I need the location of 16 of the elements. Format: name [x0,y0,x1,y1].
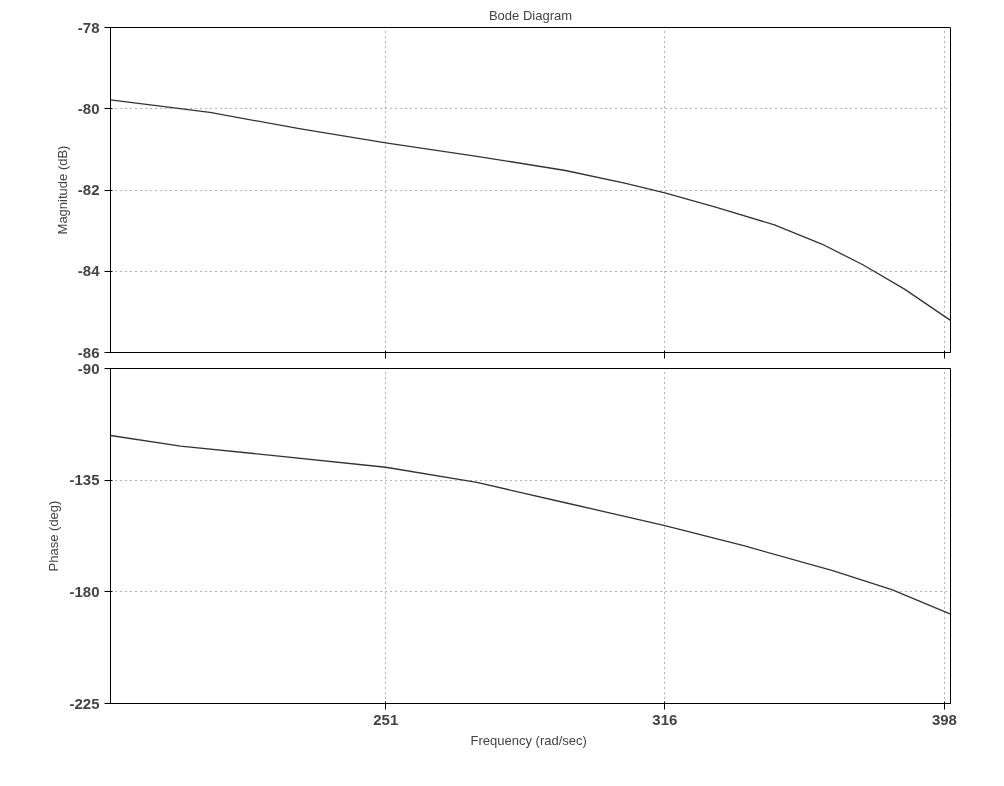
x-tick-label: 316 [652,710,678,728]
y-tick-label: -135 [69,471,100,489]
x-axis-title: Frequency (rad/sec) [470,732,587,748]
y-tick-label: -86 [77,343,100,361]
x-tick-label: 251 [373,710,399,728]
chart-title: Bode Diagram [488,7,573,23]
y-tick-label: -82 [77,181,100,198]
y-tick-label: -180 [69,582,100,600]
y-tick-label: -78 [77,18,100,36]
y-axis-title: Phase (deg) [46,500,62,572]
x-tick-label: 398 [931,710,957,728]
y-tick-label: -80 [77,99,100,117]
y-tick-label: -90 [77,359,100,377]
y-tick-label: -84 [77,262,101,280]
y-axis-title: Magnitude (dB) [54,145,70,235]
y-tick-label: -225 [69,694,100,712]
